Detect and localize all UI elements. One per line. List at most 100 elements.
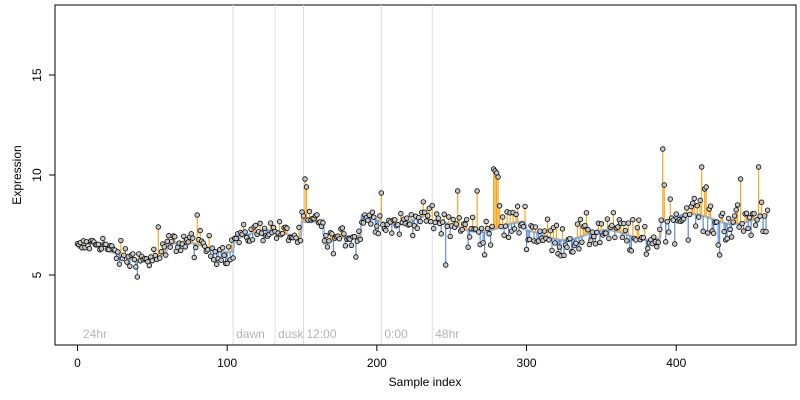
data-point xyxy=(640,234,647,241)
data-point xyxy=(526,236,533,243)
data-point xyxy=(577,216,584,223)
data-point xyxy=(273,235,280,241)
data-point xyxy=(341,231,347,237)
data-point xyxy=(300,213,307,219)
data-point xyxy=(576,246,582,252)
phase-label: 48hr xyxy=(435,327,459,341)
data-point xyxy=(658,217,664,223)
data-point xyxy=(453,221,459,227)
data-point xyxy=(523,246,530,253)
data-point xyxy=(748,232,754,238)
data-point xyxy=(496,203,503,209)
data-point xyxy=(642,223,648,230)
data-point xyxy=(124,259,130,265)
data-point xyxy=(670,217,676,223)
data-point xyxy=(733,207,739,213)
data-point xyxy=(213,261,220,267)
data-point xyxy=(664,219,670,225)
phase-label: dusk xyxy=(278,327,304,341)
data-point xyxy=(645,245,651,252)
data-point xyxy=(230,255,236,261)
data-point xyxy=(666,229,672,235)
data-points xyxy=(74,146,771,280)
data-point xyxy=(194,212,200,218)
y-tick-label: 10 xyxy=(30,168,44,182)
data-point xyxy=(225,244,232,250)
data-point xyxy=(118,237,124,244)
data-point xyxy=(324,244,331,250)
data-point xyxy=(486,231,492,237)
data-point xyxy=(561,252,567,259)
data-point xyxy=(267,220,274,226)
data-point xyxy=(410,232,416,239)
data-point xyxy=(314,212,320,218)
data-point xyxy=(172,234,178,240)
data-point xyxy=(293,235,299,241)
data-point xyxy=(624,238,630,244)
data-point xyxy=(734,202,741,208)
data-point xyxy=(161,244,167,250)
data-point xyxy=(615,224,621,230)
data-point xyxy=(591,233,597,240)
data-point xyxy=(155,224,161,230)
data-point xyxy=(739,220,745,227)
data-point xyxy=(746,214,753,221)
data-point xyxy=(378,190,385,196)
data-point xyxy=(661,182,667,188)
data-point xyxy=(348,242,355,248)
data-point xyxy=(428,218,434,225)
data-point xyxy=(682,212,688,218)
data-point xyxy=(478,225,485,232)
data-point xyxy=(552,240,558,246)
data-point xyxy=(745,225,751,232)
data-point xyxy=(761,213,768,219)
data-point xyxy=(758,199,765,205)
data-point xyxy=(336,236,343,242)
data-point xyxy=(727,226,733,233)
data-point xyxy=(236,239,242,246)
data-point xyxy=(495,174,501,180)
data-point xyxy=(597,239,603,246)
phase-label: 24hr xyxy=(83,327,107,341)
data-point xyxy=(164,238,170,245)
phase-label: 12:00 xyxy=(306,327,336,341)
data-point xyxy=(484,225,491,232)
y-tick-label: 5 xyxy=(30,271,44,278)
data-point xyxy=(395,222,401,228)
data-point xyxy=(728,234,735,240)
x-axis-label: Sample index xyxy=(389,375,462,389)
data-point xyxy=(634,225,641,231)
data-point xyxy=(583,210,590,216)
data-point xyxy=(435,215,441,221)
data-point xyxy=(603,230,609,236)
data-point xyxy=(258,230,265,236)
data-point xyxy=(249,237,256,243)
data-point xyxy=(425,213,431,219)
data-point xyxy=(185,239,191,245)
data-point xyxy=(532,224,539,230)
data-point xyxy=(690,200,696,206)
data-point xyxy=(698,164,705,170)
data-point xyxy=(360,220,367,226)
data-point xyxy=(537,228,543,234)
data-point xyxy=(621,220,627,227)
data-point xyxy=(541,228,548,234)
data-point xyxy=(516,230,522,236)
data-point xyxy=(619,234,626,241)
data-point xyxy=(368,221,374,227)
data-point xyxy=(375,230,382,237)
data-point xyxy=(685,237,691,243)
data-point xyxy=(219,245,226,251)
data-point xyxy=(197,227,203,234)
data-point xyxy=(454,188,461,194)
data-point xyxy=(377,213,383,219)
data-point xyxy=(704,230,711,236)
data-point xyxy=(673,211,679,217)
data-point xyxy=(654,244,660,250)
data-point xyxy=(522,203,528,210)
data-point xyxy=(570,249,576,255)
data-point xyxy=(193,244,199,251)
data-point xyxy=(100,235,106,242)
data-point xyxy=(700,228,706,235)
data-point xyxy=(284,225,290,231)
